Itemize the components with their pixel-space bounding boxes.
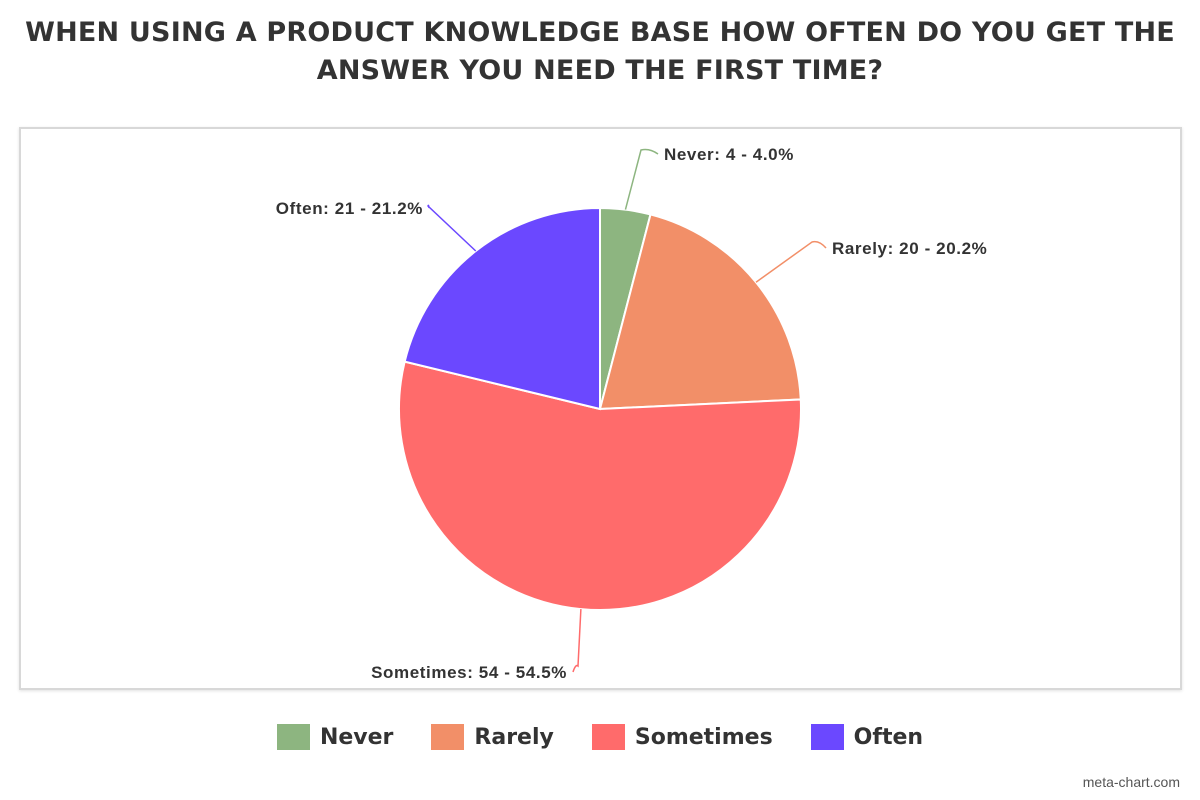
legend-swatch-rarely bbox=[431, 724, 465, 750]
chart-title-line-1: WHEN USING A PRODUCT KNOWLEDGE BASE HOW … bbox=[25, 17, 1175, 48]
legend-label-often: Often bbox=[853, 724, 924, 750]
leader-line-rarely bbox=[755, 240, 827, 283]
chart-title-line-2: ANSWER YOU NEED THE FIRST TIME? bbox=[316, 55, 884, 86]
legend-item-often: Often bbox=[810, 724, 924, 750]
legend-item-rarely: Rarely bbox=[431, 724, 554, 750]
chart-title: WHEN USING A PRODUCT KNOWLEDGE BASE HOW … bbox=[0, 14, 1200, 90]
slice-label-often: Often: 21 - 21.2% bbox=[276, 199, 423, 218]
legend-item-sometimes: Sometimes bbox=[591, 724, 773, 750]
slice-label-sometimes: Sometimes: 54 - 54.5% bbox=[371, 663, 567, 682]
legend-swatch-never bbox=[276, 724, 310, 750]
leader-line-never bbox=[624, 148, 659, 210]
pie-slice-often bbox=[403, 206, 601, 411]
leader-line-sometimes bbox=[572, 609, 582, 673]
slice-label-rarely: Rarely: 20 - 20.2% bbox=[832, 239, 987, 258]
watermark: meta-chart.com bbox=[1082, 774, 1180, 790]
legend: Never Rarely Sometimes Often bbox=[0, 724, 1200, 750]
legend-label-never: Never bbox=[319, 724, 394, 750]
legend-swatch-often bbox=[810, 724, 844, 750]
slice-label-never: Never: 4 - 4.0% bbox=[664, 145, 794, 164]
leader-line-often bbox=[427, 204, 477, 252]
legend-label-sometimes: Sometimes bbox=[634, 724, 773, 750]
pie-slice-rarely bbox=[598, 213, 802, 411]
legend-item-never: Never bbox=[276, 724, 394, 750]
legend-label-rarely: Rarely bbox=[474, 724, 554, 750]
legend-swatch-sometimes bbox=[591, 724, 625, 750]
pie-slice-sometimes bbox=[398, 360, 802, 612]
